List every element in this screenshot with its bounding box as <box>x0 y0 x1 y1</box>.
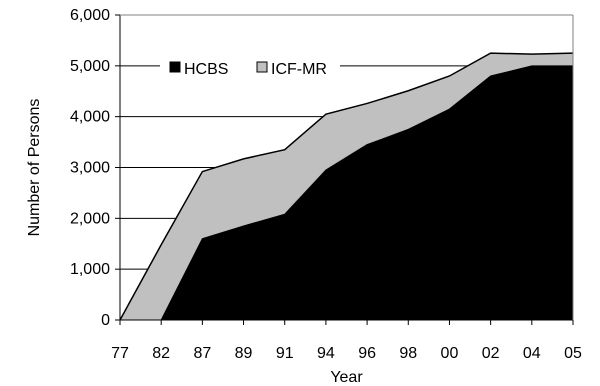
x-tick-label: 05 <box>564 345 582 362</box>
tick-labels: 0 1,000 2,000 3,000 4,000 5,000 6,000 77 82 87 89 9… <box>70 7 582 362</box>
x-tick-label: 98 <box>399 345 417 362</box>
x-tick-label: 82 <box>152 345 170 362</box>
y-tick-label: 6,000 <box>70 7 110 24</box>
legend: HCBS ICF-MR <box>160 55 340 82</box>
x-tick-label: 96 <box>358 345 376 362</box>
x-tick-label: 04 <box>523 345 541 362</box>
x-tick-label: 94 <box>317 345 335 362</box>
y-tick-label: 1,000 <box>70 261 110 278</box>
series-line-total <box>119 52 574 321</box>
axes <box>115 14 574 325</box>
legend-label-hcbs: HCBS <box>184 61 228 78</box>
series-area-hcbs <box>120 65 573 320</box>
legend-swatch-hcbs <box>169 61 181 73</box>
x-tick-label: 77 <box>111 345 129 362</box>
x-tick-label: 91 <box>276 345 294 362</box>
y-tick-label: 3,000 <box>70 160 110 177</box>
legend-background <box>160 55 340 82</box>
x-axis-label: Year <box>330 369 363 386</box>
y-tick-label: 5,000 <box>70 58 110 75</box>
y-tick-label: 2,000 <box>70 210 110 227</box>
y-tick-label: 4,000 <box>70 109 110 126</box>
series-lines <box>119 52 574 321</box>
x-tick-label: 89 <box>235 345 253 362</box>
x-tick-label: 00 <box>441 345 459 362</box>
series-line-hcbs <box>120 65 573 321</box>
x-tick-label: 87 <box>193 345 211 362</box>
y-axis-label: Number of Persons <box>26 99 43 237</box>
legend-swatch-icf-mr <box>256 61 268 73</box>
legend-label-icf-mr: ICF-MR <box>271 61 327 78</box>
area-series <box>120 53 573 320</box>
x-tick-label: 02 <box>482 345 500 362</box>
y-tick-label: 0 <box>101 312 110 329</box>
